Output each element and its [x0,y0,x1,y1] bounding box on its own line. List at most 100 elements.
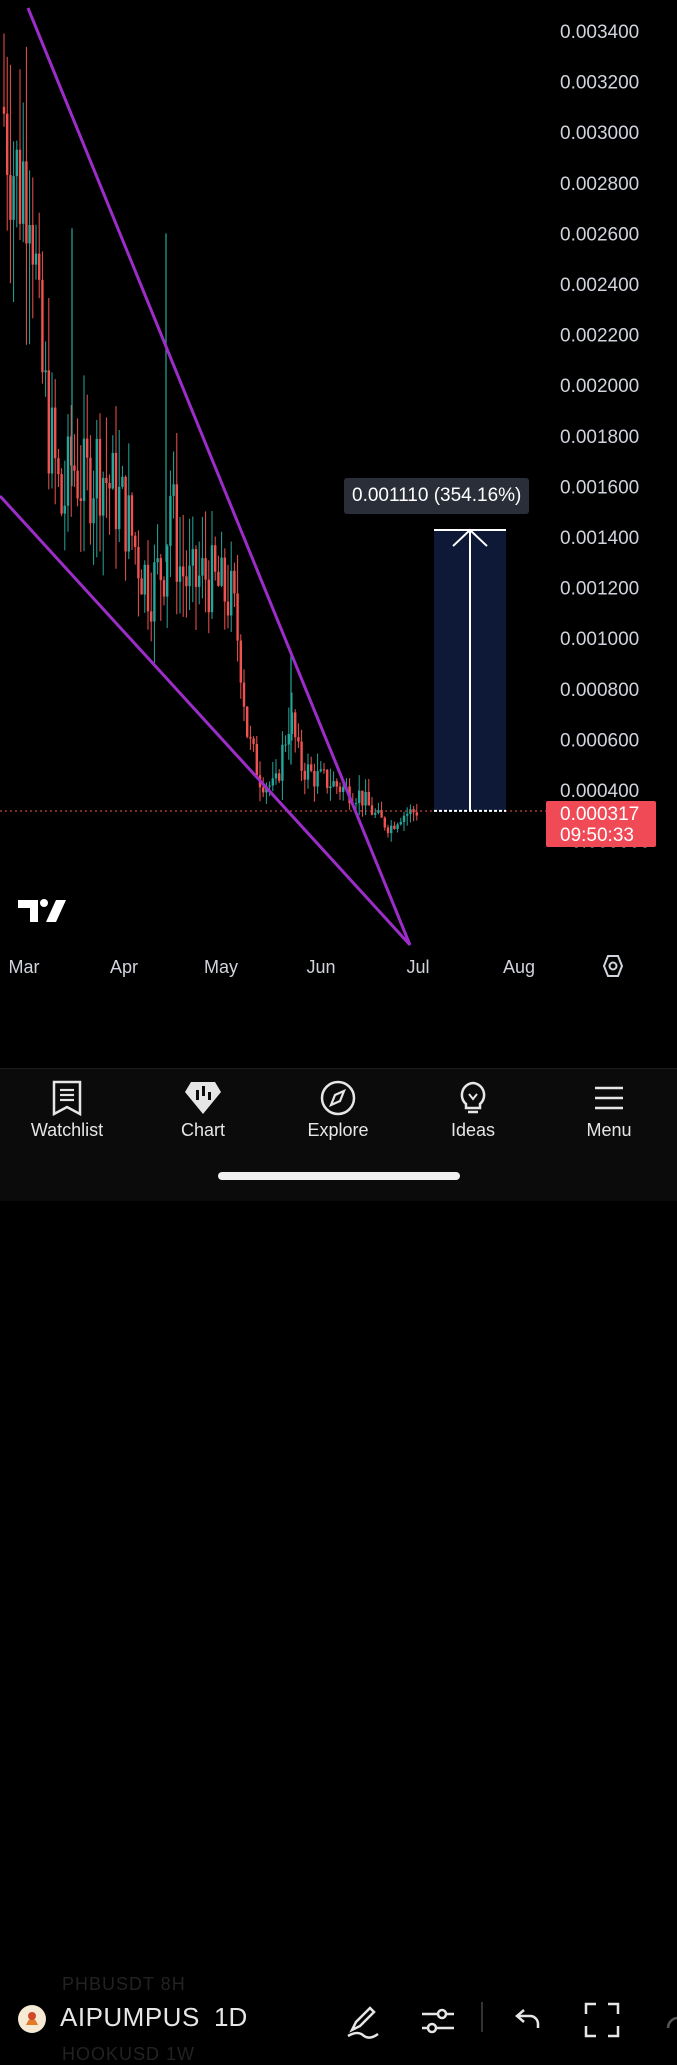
candle-body [380,810,383,818]
candle-body [178,566,182,582]
compass-icon [320,1080,356,1116]
tab-chart[interactable]: Chart [148,1080,258,1150]
candle-body [92,498,95,524]
candle-body [412,809,415,813]
candle-body [12,176,15,220]
more-tools-icon[interactable] [662,1998,677,2042]
candle-body [111,452,114,489]
symbol-logo-icon [18,2005,46,2033]
lightbulb-icon [460,1081,486,1114]
tab-chart-label: Chart [180,1120,225,1140]
candle-body [393,825,396,829]
candle-body [207,579,210,613]
tab-watchlist[interactable]: Watchlist [12,1080,122,1150]
interval-selector[interactable]: 1D [214,2002,248,2032]
home-indicator [218,1172,460,1180]
candle-body [370,805,374,815]
candle-body [342,787,345,793]
symbol-selector[interactable]: AIPUMPUS [60,2002,200,2032]
candle-body [60,474,63,514]
candle-body [63,505,66,514]
y-tick-label: 0.003000 [560,123,639,144]
candle-body [233,570,236,594]
tab-ideas[interactable]: Ideas [418,1080,528,1150]
candle-body [294,712,297,738]
candle-body [319,769,322,772]
candle-body [82,438,86,501]
tab-explore[interactable]: Explore [283,1080,393,1150]
y-tick-label: 0.002200 [560,326,639,347]
candle-body [86,438,89,458]
chart-toolbar: PHBUSDT 8H HOOKUSD 1W AIPUMPUS 1D [0,990,677,2064]
candle-body [188,565,191,587]
y-tick-label: 0.000400 [560,781,639,802]
candle-body [239,640,242,683]
candle-body [281,744,284,781]
y-tick-label: 0.002600 [560,224,639,245]
candle-body [284,744,287,746]
candle-body [57,458,60,475]
y-tick-label: 0.001000 [560,629,639,650]
candle-body [306,764,310,780]
undo-icon[interactable] [504,1998,548,2042]
fullscreen-icon[interactable] [580,1998,624,2042]
x-tick-label: Jul [406,957,429,977]
candle-body [114,452,118,530]
candle-body [374,812,377,815]
candle-body [79,498,82,501]
candle-body [297,737,300,742]
tab-menu-label: Menu [586,1120,632,1140]
chart-area[interactable]: 0.003400 0.003200 0.003000 0.002800 0.002600… [0,0,677,990]
drawing-pen-icon[interactable] [342,1998,386,2042]
candle-body [246,706,249,737]
candle-body [399,821,402,825]
tab-ideas-label: Ideas [450,1120,496,1140]
candle-body [105,477,108,484]
last-price-tag: 0.000317 09:50:33 [546,801,656,847]
y-tick-label: 0.002400 [560,275,639,296]
tab-explore-label: Explore [307,1120,369,1140]
candle-body [242,682,246,707]
candle-body [34,253,38,265]
candle-body [2,106,6,114]
candle-body [15,149,18,177]
candle-body [198,575,201,587]
y-tick-label: 0.000800 [560,680,639,701]
candle-body [338,786,342,793]
candle-body [18,149,22,224]
candle-body [358,790,361,804]
measure-label: 0.001110 (354.16%) [344,478,530,514]
x-tick-label: Mar [9,957,40,977]
y-tick-label: 0.002000 [560,376,639,397]
y-tick-label: 0.000600 [560,730,639,751]
candle-body [194,549,198,587]
candle-body [172,484,175,496]
candle-body [89,457,92,524]
candle-body [396,824,399,829]
candle-body [335,781,338,787]
tab-menu[interactable]: Menu [554,1080,664,1150]
y-tick-label: 0.001800 [560,427,639,448]
toolbar-divider [481,2002,483,2032]
candle-body [6,113,9,176]
candle-body [130,495,134,536]
candle-body [223,557,226,602]
candle-body [278,773,281,781]
candle-body [201,558,204,576]
candle-body [386,827,390,833]
y-tick-label: 0.001200 [560,579,639,600]
candle-body [220,557,223,586]
candle-body [25,161,28,244]
candle-body [322,769,326,771]
upper-trendline [26,7,412,946]
candle-body [162,580,166,597]
candle-body [313,770,316,787]
candle-body [332,781,335,787]
candle-body [95,438,98,499]
indicators-icon[interactable] [416,1998,460,2042]
x-tick-label: Apr [110,957,138,977]
chart-settings-icon[interactable] [602,955,624,977]
candle-body [98,438,102,516]
last-price: 0.000317 [560,804,640,825]
candle-body [185,576,188,587]
